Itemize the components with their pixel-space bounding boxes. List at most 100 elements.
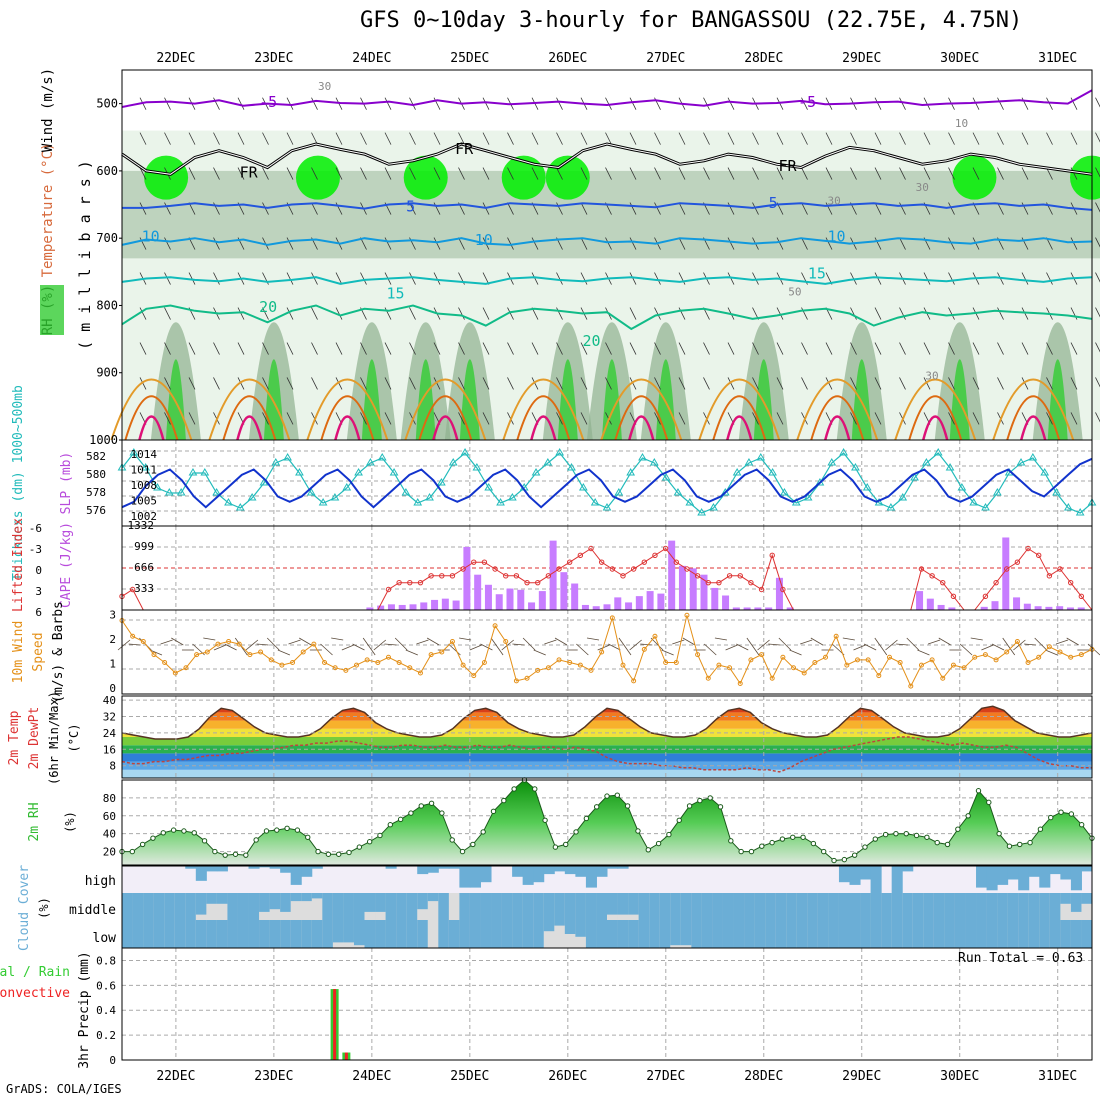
cloud-bar-middle <box>354 893 365 920</box>
thickness-point <box>462 449 469 455</box>
thickness-tick: 580 <box>86 468 106 481</box>
cloud-bar-low <box>860 920 871 948</box>
cloud-bar-low <box>185 920 196 948</box>
cloud-bar-low <box>913 920 924 948</box>
bottom-date-tick: 25DEC <box>450 1069 489 1084</box>
thickness-point <box>757 454 764 460</box>
cloud-bar-middle <box>1029 893 1040 920</box>
cloud-bar-middle <box>1050 893 1061 920</box>
cloud-bar-low <box>923 920 934 948</box>
wind-barb-sfc <box>768 644 780 645</box>
cloud-units-label: (%) <box>37 897 51 919</box>
precip-label-conv: Convective <box>0 986 70 1001</box>
rh-point <box>873 837 877 841</box>
lifted-tick: 0 <box>35 564 42 577</box>
rh-point <box>718 805 722 809</box>
wind-barb-sfc <box>321 644 333 655</box>
pressure-axis-label: ( m i l l i b a r s ) <box>76 160 94 350</box>
cloud-bar-low <box>438 920 449 948</box>
pressure-tick: 800 <box>96 298 118 312</box>
wind-barb-sfc <box>981 645 993 650</box>
rh-point <box>677 818 681 822</box>
rh-point <box>770 840 774 844</box>
wind-barb-sfc <box>118 640 130 650</box>
rh-point <box>1018 842 1022 846</box>
rh-tick: 40 <box>103 828 116 841</box>
thickness-point <box>544 459 551 465</box>
cloud-bar-middle <box>723 893 734 920</box>
rh-point <box>801 835 805 839</box>
cloud-bar-middle <box>175 893 186 920</box>
wind-barb-sfc <box>715 638 727 640</box>
cloud-bar-middle <box>206 893 217 904</box>
cloud-label-middle: middle <box>69 903 116 918</box>
cloud-bar-low <box>997 920 1008 948</box>
cloud-bar-middle <box>1008 893 1019 920</box>
cloud-bar-low <box>818 920 829 948</box>
cloud-bar-middle <box>301 893 312 901</box>
bottom-date-tick: 22DEC <box>156 1069 195 1084</box>
cloud-bar-low <box>565 920 576 934</box>
cloud-bar-middle <box>227 893 238 920</box>
cape-panel <box>120 526 1092 610</box>
rh-point <box>367 840 371 844</box>
contour-label: FR <box>455 140 474 158</box>
cape-bar <box>496 594 503 610</box>
cloud-bar-high <box>470 866 481 888</box>
rh-point <box>976 789 980 793</box>
cloud-bar-middle <box>997 893 1008 920</box>
chart-title: GFS 0~10day 3-hourly for BANGASSOU (22.7… <box>360 8 1022 33</box>
temp-panel <box>122 696 1092 778</box>
rh-point <box>966 814 970 818</box>
cloud-bar-middle <box>734 893 745 920</box>
cloud-bar-high <box>459 866 470 888</box>
rh-point <box>904 831 908 835</box>
temp-color-band <box>122 721 1092 729</box>
contour-label: 5 <box>769 194 778 212</box>
cloud-bar-low <box>217 920 228 948</box>
cloud-bar-middle <box>586 893 597 920</box>
cloud-bar-low <box>586 920 597 948</box>
cloud-bar-low <box>249 920 260 948</box>
contour-label: 10 <box>142 228 160 246</box>
rh-point <box>512 787 516 791</box>
contour-label: 50 <box>788 285 801 298</box>
legend-rh-swatch <box>40 285 64 335</box>
cloud-bar-low <box>122 920 133 948</box>
wind-barb-sfc <box>299 638 311 645</box>
cloud-bar-middle <box>512 893 523 920</box>
rh-point <box>739 849 743 853</box>
lifted-tick: 3 <box>35 585 42 598</box>
cape-bar <box>539 591 546 610</box>
cape-tick: 999 <box>134 540 154 553</box>
rh-point <box>574 830 578 834</box>
cloud-bar-middle <box>955 893 966 920</box>
rh-point <box>481 830 485 834</box>
top-date-tick: 27DEC <box>646 51 685 66</box>
cloud-bar-high <box>280 866 291 873</box>
cloud-bar-middle <box>712 893 723 920</box>
rh-point <box>202 839 206 843</box>
cloud-gap <box>449 893 460 920</box>
wind-barb-sfc <box>289 640 301 644</box>
wind-axis-label-2: Speed <box>31 632 46 671</box>
wind-barb-sfc <box>171 638 183 645</box>
cloud-bar-low <box>1018 920 1029 948</box>
cloud-bar-low <box>934 920 945 948</box>
cloud-bar-high <box>417 866 428 874</box>
wind-tick: 0 <box>109 682 116 695</box>
cloud-bar-middle <box>259 893 270 912</box>
cloud-bar-low <box>607 920 618 948</box>
rh-point <box>419 804 423 808</box>
rh-cell <box>296 156 340 200</box>
cloud-bar-low <box>702 920 713 948</box>
thickness-point <box>533 469 540 475</box>
contour-label: 30 <box>916 181 929 194</box>
cloud-bar-middle <box>133 893 144 920</box>
rh-point <box>460 849 464 853</box>
rh-point <box>811 841 815 845</box>
cloud-bar-low <box>755 920 766 948</box>
thickness-point <box>935 449 942 455</box>
rh-point <box>729 839 733 843</box>
cloud-bar-high <box>976 866 987 888</box>
